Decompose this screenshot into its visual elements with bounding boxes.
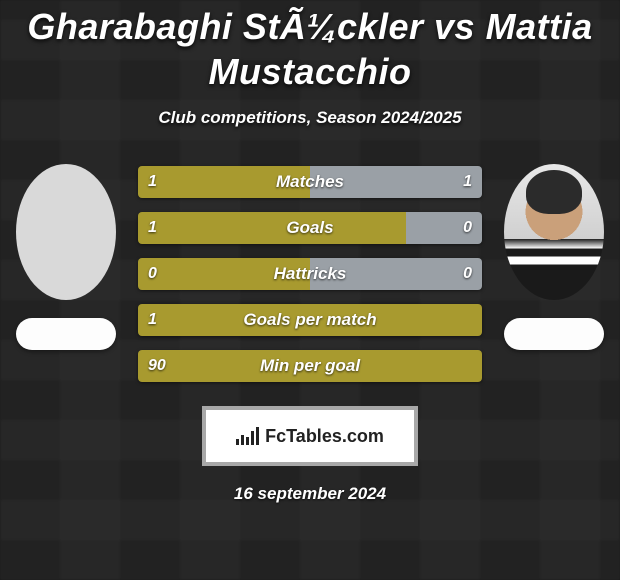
- stat-bar-left-fill: [138, 212, 406, 244]
- player-left-column: [6, 164, 126, 350]
- page-title: Gharabaghi StÃ¼ckler vs Mattia Mustacchi…: [0, 4, 620, 94]
- stat-bar-left-fill: [138, 258, 310, 290]
- stat-bar-left-value: 1: [148, 212, 157, 244]
- bar-chart-icon: [236, 427, 259, 445]
- stat-bar-track: [138, 212, 482, 244]
- stat-bar: Matches11: [138, 166, 482, 198]
- attribution-text: FcTables.com: [265, 426, 384, 447]
- stat-bar: Goals10: [138, 212, 482, 244]
- stat-bar-left-value: 0: [148, 258, 157, 290]
- stat-bar: Hattricks00: [138, 258, 482, 290]
- player-right-avatar: [504, 164, 604, 300]
- stat-bar-right-value: 0: [463, 212, 472, 244]
- stat-bar-right-value: 1: [463, 166, 472, 198]
- player-left-avatar: [16, 164, 116, 300]
- stat-bar-track: [138, 166, 482, 198]
- date-text: 16 september 2024: [234, 484, 386, 504]
- player-left-name-pill: [16, 318, 116, 350]
- stat-bar-left-value: 90: [148, 350, 166, 382]
- attribution-badge: FcTables.com: [202, 406, 418, 466]
- stat-bar: Goals per match1: [138, 304, 482, 336]
- comparison-arena: Matches11Goals10Hattricks00Goals per mat…: [0, 164, 620, 382]
- stat-bar-track: [138, 304, 482, 336]
- stat-bar-left-fill: [138, 304, 482, 336]
- player-right-name-pill: [504, 318, 604, 350]
- player-right-column: [494, 164, 614, 350]
- stat-bar-track: [138, 258, 482, 290]
- stat-bar-left-fill: [138, 166, 310, 198]
- stat-bar: Min per goal90: [138, 350, 482, 382]
- stat-bar-right-value: 0: [463, 258, 472, 290]
- stat-bar-right-fill: [310, 166, 482, 198]
- stat-bar-right-fill: [310, 258, 482, 290]
- subtitle: Club competitions, Season 2024/2025: [158, 108, 461, 128]
- comparison-card: Gharabaghi StÃ¼ckler vs Mattia Mustacchi…: [0, 0, 620, 580]
- stat-bar-track: [138, 350, 482, 382]
- stat-bar-left-fill: [138, 350, 482, 382]
- stats-bars: Matches11Goals10Hattricks00Goals per mat…: [138, 166, 482, 382]
- stat-bar-left-value: 1: [148, 304, 157, 336]
- stat-bar-left-value: 1: [148, 166, 157, 198]
